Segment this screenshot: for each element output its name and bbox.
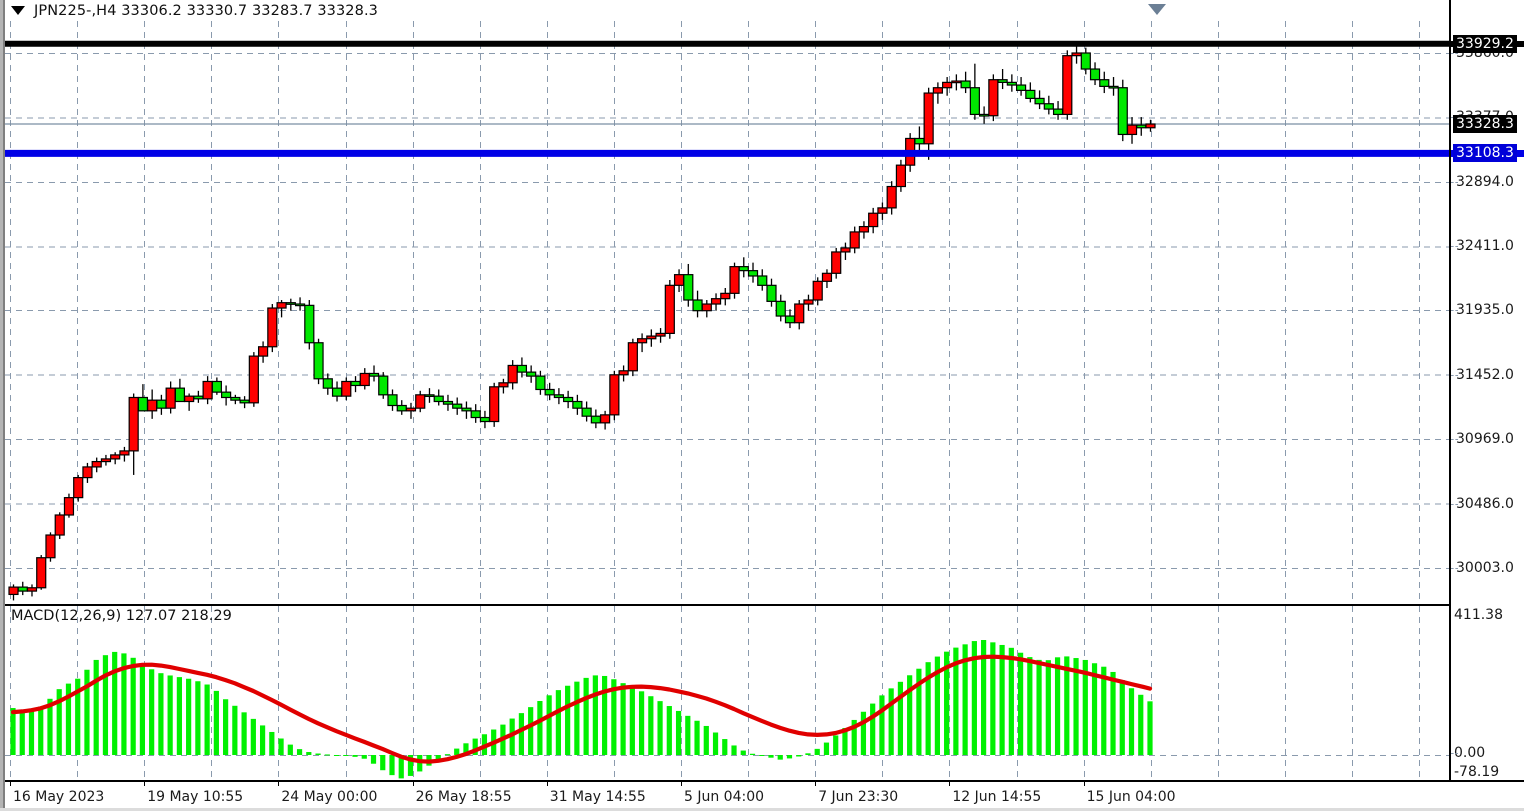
chart-position-marker[interactable] bbox=[1148, 4, 1166, 15]
price-scale-tick bbox=[1451, 310, 1458, 312]
price-scale-tick bbox=[1451, 439, 1458, 441]
time-axis-label: 19 May 10:55 bbox=[147, 789, 244, 805]
high-level-label: 33929.2 bbox=[1453, 34, 1517, 53]
time-axis-tick bbox=[546, 782, 548, 786]
price-scale-label: 30969.0 bbox=[1456, 431, 1514, 448]
time-axis-tick bbox=[681, 782, 682, 786]
window-frame-left-inner bbox=[3, 0, 5, 811]
price-scale-label: 31935.0 bbox=[1456, 302, 1514, 319]
price-scale-label: 30486.0 bbox=[1456, 495, 1514, 512]
caret-down-icon[interactable] bbox=[11, 6, 25, 15]
price-scale-tick bbox=[1451, 503, 1458, 505]
time-axis-label: 16 May 2023 bbox=[13, 789, 105, 805]
blue-level-label: 33108.3 bbox=[1453, 144, 1517, 163]
price-scale-label: 30003.0 bbox=[1456, 560, 1514, 576]
time-axis-label: 24 May 00:00 bbox=[281, 789, 378, 805]
window-bottom-strip bbox=[0, 808, 1524, 811]
time-axis-tick bbox=[144, 782, 146, 786]
symbol-header: JPN225-,H4 33306.2 33330.7 33283.7 33328… bbox=[5, 0, 1449, 21]
time-axis-label: 12 Jun 14:55 bbox=[952, 789, 1042, 805]
price-scale-tick bbox=[1451, 246, 1458, 248]
price-scale-tick bbox=[1451, 374, 1458, 376]
time-axis-tick bbox=[412, 782, 414, 786]
macd-scale-bottom-label: -78.19 bbox=[1454, 764, 1500, 780]
symbol-ohlc-text: JPN225-,H4 33306.2 33330.7 33283.7 33328… bbox=[34, 2, 378, 19]
price-scale-label: 32894.0 bbox=[1456, 173, 1514, 190]
time-axis-tick bbox=[815, 782, 817, 786]
price-scale-tick bbox=[1451, 568, 1458, 569]
price-scale-tick bbox=[1451, 181, 1458, 183]
time-axis-tick bbox=[1083, 782, 1085, 786]
time-axis-tick bbox=[949, 782, 951, 786]
macd-scale-top-label: 411.38 bbox=[1454, 607, 1503, 623]
time-axis-label: 15 Jun 04:00 bbox=[1086, 789, 1176, 805]
time-axis-label: 31 May 14:55 bbox=[549, 789, 646, 805]
macd-scale-tick bbox=[1451, 753, 1458, 754]
price-scale-tick bbox=[1451, 53, 1458, 54]
time-axis-label: 5 Jun 04:00 bbox=[684, 789, 765, 805]
time-axis-tick bbox=[278, 782, 280, 786]
time-axis[interactable]: 16 May 2023 19 May 10:55 24 May 00:00 26 Ma… bbox=[5, 780, 1524, 811]
macd-chart-canvas bbox=[5, 606, 1449, 780]
price-scale-axis[interactable]: 33860.033377.032894.032411.031935.031452… bbox=[1449, 0, 1524, 780]
macd-indicator-pane[interactable]: MACD(12,26,9) 127.07 218.29 bbox=[5, 604, 1449, 780]
price-chart-pane[interactable] bbox=[5, 21, 1449, 604]
price-scale-label: 32411.0 bbox=[1456, 238, 1514, 255]
last-price-label: 33328.3 bbox=[1453, 114, 1517, 133]
price-scale-label: 31452.0 bbox=[1456, 366, 1514, 383]
time-axis-label: 7 Jun 23:30 bbox=[818, 789, 899, 805]
macd-label: MACD(12,26,9) 127.07 218.29 bbox=[11, 608, 232, 624]
macd-scale-zero-label: 0.00 bbox=[1454, 745, 1486, 761]
price-chart-canvas bbox=[5, 21, 1449, 604]
window-frame-left bbox=[0, 0, 3, 811]
time-axis-label: 26 May 18:55 bbox=[415, 789, 512, 805]
time-axis-tick bbox=[10, 782, 11, 786]
